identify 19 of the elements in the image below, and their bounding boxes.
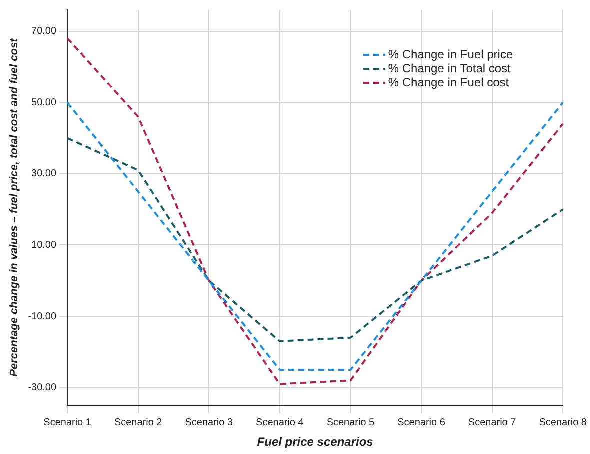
y-tick-label: 10.00 <box>32 240 57 251</box>
x-tick-label: Scenario 4 <box>256 417 304 428</box>
y-tick-label: 30.00 <box>32 168 57 180</box>
legend-label: % Change in Fuel cost <box>388 75 510 90</box>
y-tick-label: -30.00 <box>28 382 57 394</box>
y-tick-label: 50.00 <box>32 97 57 108</box>
x-tick-label: Scenario 5 <box>326 417 376 428</box>
x-tick-label: Scenario 3 <box>185 417 234 428</box>
x-tick-label: Scenario 1 <box>44 417 92 428</box>
x-axis-title: Fuel price scenarios <box>257 435 374 450</box>
y-tick-label: -10.00 <box>28 311 57 322</box>
legend-label: % Change in Fuel price <box>388 47 514 62</box>
y-axis-title: Percentage change in values – fuel price, total cost and fuel cost <box>8 37 21 377</box>
x-tick-label: Scenario 2 <box>114 417 163 428</box>
y-tick-label: 70.00 <box>32 26 57 38</box>
x-tick-label: Scenario 6 <box>398 417 446 428</box>
x-tick-label: Scenario 8 <box>539 417 588 428</box>
legend-label: % Change in Total cost <box>388 61 512 76</box>
x-tick-label: Scenario 7 <box>468 417 517 428</box>
